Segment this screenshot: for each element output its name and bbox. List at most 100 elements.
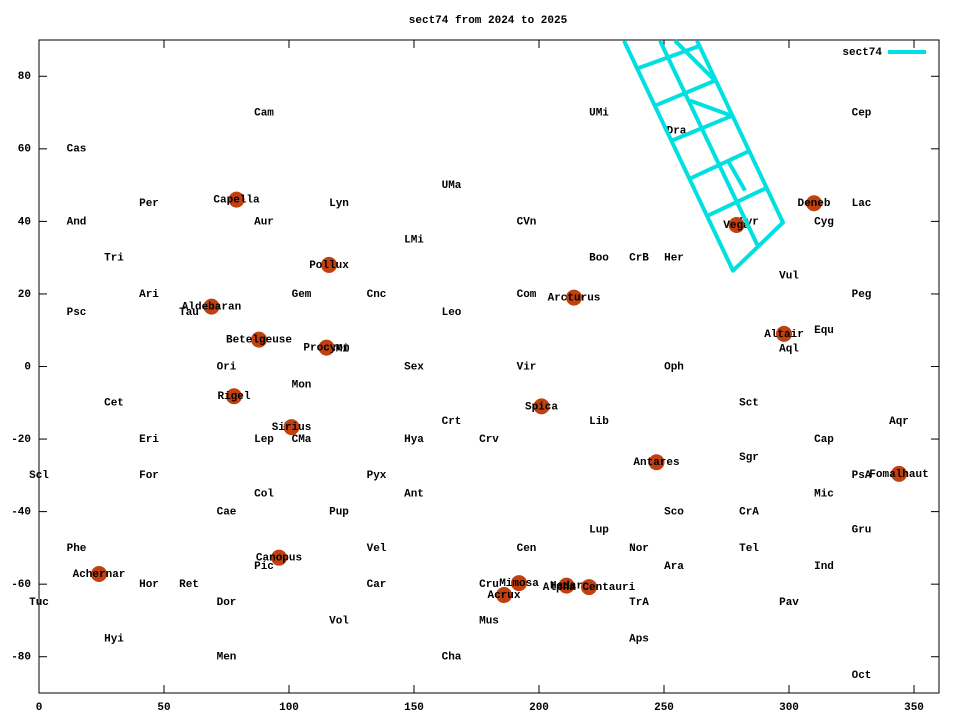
star bbox=[558, 577, 575, 594]
constellation-label: Peg bbox=[852, 289, 872, 301]
footprint-line bbox=[707, 185, 768, 218]
constellation-label: Eri bbox=[139, 434, 159, 446]
constellation-label: Crt bbox=[442, 416, 462, 428]
y-tick-label: 0 bbox=[24, 361, 31, 373]
x-tick-label: 0 bbox=[36, 702, 43, 714]
constellation-label: Sgr bbox=[739, 452, 759, 464]
constellation-label: Sco bbox=[664, 507, 684, 519]
constellation-label: Vel bbox=[367, 543, 387, 555]
chart-title: sect74 from 2024 to 2025 bbox=[409, 15, 568, 27]
constellation-label: Tri bbox=[104, 253, 124, 265]
star-label: Sirius bbox=[272, 422, 312, 434]
constellation-label: Car bbox=[367, 579, 387, 591]
star-label: Arcturus bbox=[548, 292, 601, 304]
star-label: Mimosa bbox=[499, 578, 539, 590]
constellation-label: Aps bbox=[629, 633, 649, 645]
footprint-line bbox=[689, 148, 751, 181]
star-label: Rigel bbox=[217, 391, 250, 403]
star bbox=[318, 339, 335, 356]
constellation-label: Ori bbox=[217, 361, 237, 373]
constellation-label: Dor bbox=[217, 597, 237, 609]
star bbox=[203, 298, 220, 315]
x-tick-label: 200 bbox=[529, 702, 549, 714]
constellation-label: Cen bbox=[517, 543, 537, 555]
star bbox=[806, 195, 822, 212]
constellation-label: Vul bbox=[779, 271, 799, 283]
constellation-label: Ara bbox=[664, 561, 684, 573]
x-tick-label: 50 bbox=[157, 702, 170, 714]
constellation-label: Equ bbox=[814, 325, 834, 337]
constellation-label: Phe bbox=[67, 543, 87, 555]
footprint-line bbox=[654, 78, 716, 108]
constellation-label: Tel bbox=[739, 543, 759, 555]
constellation-label: Sex bbox=[404, 361, 424, 373]
y-tick-label: 80 bbox=[18, 71, 31, 83]
star bbox=[511, 575, 527, 592]
constellation-label: Lep bbox=[254, 434, 274, 446]
constellation-label: Vol bbox=[329, 615, 349, 627]
star-label: Achernar bbox=[73, 569, 126, 581]
constellation-label: Cap bbox=[814, 434, 834, 446]
constellation-label: Ari bbox=[139, 289, 159, 301]
constellation-label: Oct bbox=[852, 670, 872, 682]
y-tick-label: 40 bbox=[18, 216, 31, 228]
constellation-label: Men bbox=[217, 652, 237, 664]
constellation-label: Tau bbox=[179, 307, 199, 319]
star bbox=[496, 587, 512, 604]
constellation-label: Lac bbox=[852, 198, 872, 210]
star-label: Canopus bbox=[256, 553, 302, 565]
constellation-label: Lib bbox=[589, 416, 609, 428]
star-label: Aldebaran bbox=[182, 302, 241, 314]
footprint-line bbox=[671, 113, 733, 143]
footprint-line bbox=[673, 39, 717, 83]
constellation-label: Mon bbox=[292, 380, 312, 392]
constellation-label: For bbox=[139, 470, 159, 482]
y-tick-label: 60 bbox=[18, 144, 31, 156]
constellation-label: Lup bbox=[589, 525, 609, 537]
star-label: Spica bbox=[525, 401, 558, 413]
constellation-label: Hya bbox=[404, 434, 424, 446]
star bbox=[533, 398, 550, 415]
constellation-label: Oph bbox=[664, 361, 684, 373]
x-tick-label: 150 bbox=[404, 702, 424, 714]
footprint-line bbox=[636, 43, 701, 71]
constellation-label: Aqr bbox=[889, 416, 909, 428]
star bbox=[581, 579, 597, 596]
star bbox=[226, 388, 242, 405]
star-label: Altair bbox=[764, 329, 804, 341]
constellation-label: UMi bbox=[589, 107, 609, 119]
constellation-label: CrA bbox=[739, 507, 759, 519]
constellation-label: Pyx bbox=[367, 470, 387, 482]
y-tick-label: -80 bbox=[11, 652, 31, 664]
constellation-label: Mus bbox=[479, 615, 499, 627]
constellation-label: UMa bbox=[442, 180, 462, 192]
constellation-label: Lyn bbox=[329, 198, 349, 210]
constellation-label: LMi bbox=[404, 234, 424, 246]
constellation-label: Cae bbox=[217, 507, 237, 519]
star bbox=[271, 549, 287, 566]
constellation-label: Pav bbox=[779, 597, 799, 609]
star bbox=[776, 325, 792, 342]
constellation-label: Per bbox=[139, 198, 159, 210]
constellation-label: Crv bbox=[479, 434, 499, 446]
x-tick-label: 350 bbox=[904, 702, 924, 714]
constellation-label: Nor bbox=[629, 543, 649, 555]
constellation-label: Pup bbox=[329, 507, 349, 519]
star-label: Acrux bbox=[487, 590, 520, 602]
star bbox=[566, 289, 582, 306]
constellation-label: Tuc bbox=[29, 597, 49, 609]
constellation-label: Gru bbox=[852, 525, 872, 537]
x-tick-label: 100 bbox=[279, 702, 299, 714]
constellation-label: And bbox=[67, 216, 87, 228]
constellation-label: CVn bbox=[517, 216, 537, 228]
constellation-label: Psc bbox=[67, 307, 87, 319]
star bbox=[648, 454, 665, 471]
footprint-line bbox=[726, 159, 747, 192]
constellation-label: Aql bbox=[779, 343, 799, 355]
star-label: Antares bbox=[633, 457, 679, 469]
constellation-label: Hor bbox=[139, 579, 159, 591]
x-tick-label: 300 bbox=[779, 702, 799, 714]
star bbox=[91, 566, 107, 583]
star bbox=[283, 419, 300, 436]
